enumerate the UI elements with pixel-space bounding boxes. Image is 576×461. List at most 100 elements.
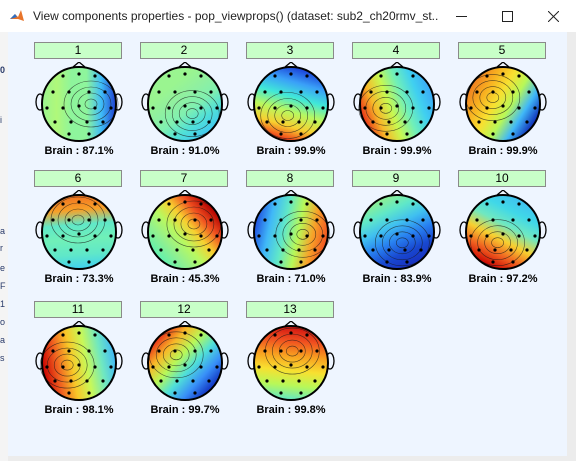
topoplot-11[interactable] xyxy=(33,321,125,405)
component-12-button[interactable]: 12 xyxy=(140,301,228,318)
topoplot-12[interactable] xyxy=(139,321,231,405)
topoplot-9[interactable] xyxy=(351,190,443,274)
maximize-icon xyxy=(501,10,513,22)
electrode-dot xyxy=(191,120,195,124)
electrode-dot xyxy=(475,90,479,94)
electrode-dot xyxy=(191,248,195,252)
electrode-dot xyxy=(173,218,177,222)
nose xyxy=(178,321,192,327)
electrode-dot xyxy=(61,106,65,110)
electrode-dot xyxy=(511,218,515,222)
topoplot-3[interactable] xyxy=(245,62,337,146)
component-10-button[interactable]: 10 xyxy=(458,170,546,187)
head-outline xyxy=(359,194,435,270)
electrode-dot xyxy=(527,90,531,94)
electrode-dot xyxy=(93,74,97,78)
electrode-dot xyxy=(109,234,113,238)
electrode-dot xyxy=(469,106,473,110)
topoplot-7[interactable] xyxy=(139,190,231,274)
component-9-button[interactable]: 9 xyxy=(352,170,440,187)
electrode-dot xyxy=(279,90,283,94)
electrode-dot xyxy=(517,74,521,78)
electrode-dot xyxy=(419,120,423,124)
electrode-dot xyxy=(289,363,293,367)
head-outline xyxy=(147,194,223,270)
electrode-dot xyxy=(491,218,495,222)
topoplot-10[interactable] xyxy=(457,190,549,274)
background-window-edge: 0 i a r e F 1 o a s xyxy=(0,32,8,461)
electrode-dot xyxy=(159,120,163,124)
electrode-dot xyxy=(209,349,213,353)
electrode-dot xyxy=(199,106,203,110)
electrode-dot xyxy=(159,379,163,383)
electrode-dot xyxy=(363,106,367,110)
component-11-button[interactable]: 11 xyxy=(34,301,122,318)
electrode-dot xyxy=(385,132,389,136)
topoplot-1[interactable] xyxy=(33,62,125,146)
electrode-dot xyxy=(109,106,113,110)
electrode-dot xyxy=(405,260,409,264)
minimize-button[interactable] xyxy=(438,0,484,32)
nose xyxy=(72,62,86,68)
maximize-button[interactable] xyxy=(484,0,530,32)
component-8-button[interactable]: 8 xyxy=(246,170,334,187)
component-5-button[interactable]: 5 xyxy=(458,42,546,59)
electrode-dot xyxy=(109,365,113,369)
electrode-dot xyxy=(45,365,49,369)
electrode-dot xyxy=(315,349,319,353)
nose xyxy=(284,321,298,327)
electrode-dot xyxy=(273,202,277,206)
electrode-markers xyxy=(151,331,219,395)
component-1-button[interactable]: 1 xyxy=(34,42,122,59)
electrode-dot xyxy=(183,72,187,76)
electrode-dot xyxy=(501,200,505,204)
electrode-dot xyxy=(299,90,303,94)
electrode-dot xyxy=(167,74,171,78)
component-6-button[interactable]: 6 xyxy=(34,170,122,187)
component-3-button[interactable]: 3 xyxy=(246,42,334,59)
component-13-button[interactable]: 13 xyxy=(246,301,334,318)
electrode-dot xyxy=(173,391,177,395)
contour-lines xyxy=(470,219,525,267)
brain-probability-label: Brain : 99.9% xyxy=(362,145,432,157)
close-icon xyxy=(547,10,559,22)
electrode-dot xyxy=(511,132,515,136)
close-button[interactable] xyxy=(530,0,576,32)
electrode-dot xyxy=(183,104,187,108)
electrode-dot xyxy=(209,218,213,222)
electrode-dot xyxy=(315,90,319,94)
electrode-dot xyxy=(289,104,293,108)
component-4-button[interactable]: 4 xyxy=(352,42,440,59)
electrode-dot xyxy=(215,234,219,238)
electrode-dot xyxy=(405,218,409,222)
electrode-dot xyxy=(93,365,97,369)
electrode-dot xyxy=(427,234,431,238)
electrode-dot xyxy=(199,365,203,369)
electrode-dot xyxy=(87,260,91,264)
topoplot-13[interactable] xyxy=(245,321,337,405)
electrode-dot xyxy=(209,90,213,94)
component-3: 3 Brain : 99.9% xyxy=(245,42,349,177)
electrode-markers xyxy=(469,72,537,136)
topoplot-8[interactable] xyxy=(245,190,337,274)
electrode-dot xyxy=(193,90,197,94)
electrode-dot xyxy=(77,200,81,204)
topoplot-4[interactable] xyxy=(351,62,443,146)
component-7-button[interactable]: 7 xyxy=(140,170,228,187)
topoplot-6[interactable] xyxy=(33,190,125,274)
electrode-dot xyxy=(87,132,91,136)
nose xyxy=(178,190,192,196)
electrode-dot xyxy=(305,202,309,206)
component-2-button[interactable]: 2 xyxy=(140,42,228,59)
electrode-dot xyxy=(77,363,81,367)
electrode-dot xyxy=(411,106,415,110)
head-outline xyxy=(147,66,223,142)
electrode-dot xyxy=(297,248,301,252)
topoplot-2[interactable] xyxy=(139,62,231,146)
electrode-markers xyxy=(45,331,113,395)
electrode-dot xyxy=(299,260,303,264)
electrode-dot xyxy=(103,349,107,353)
electrode-dot xyxy=(281,248,285,252)
topoplot-5[interactable] xyxy=(457,62,549,146)
electrode-dot xyxy=(273,234,277,238)
